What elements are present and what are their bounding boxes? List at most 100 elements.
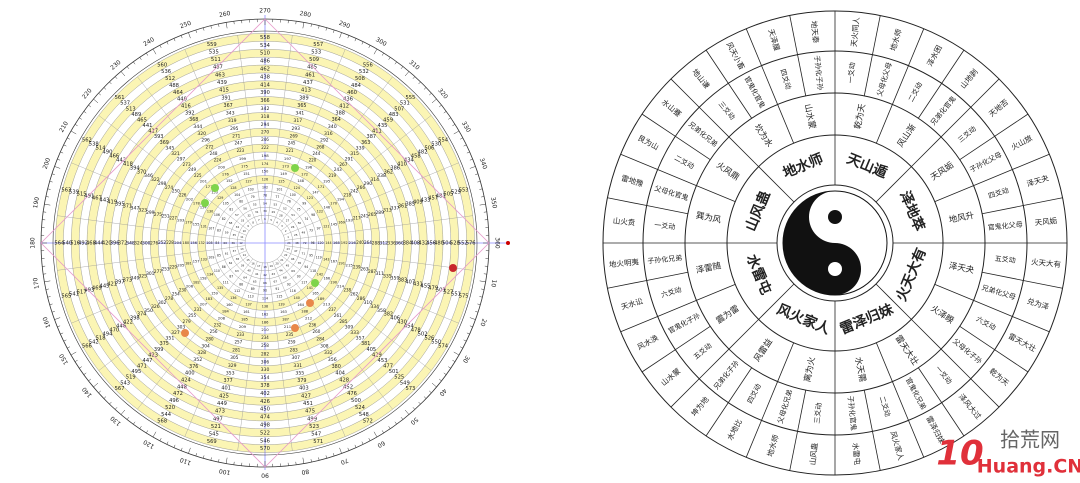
spoke: [283, 162, 459, 236]
divider: [892, 65, 909, 105]
ring-number: 537: [120, 101, 130, 107]
ring-number: 248: [210, 151, 218, 156]
scale-tick: [49, 303, 53, 305]
ring-number: 141: [307, 286, 313, 290]
ring-number: 390: [260, 90, 270, 96]
ring-number: 42: [263, 273, 267, 277]
ring-number: 251: [162, 213, 170, 218]
divider: [675, 326, 711, 351]
scale-tick: [195, 453, 197, 457]
band: [102, 80, 428, 406]
ring-number: 65: [253, 279, 257, 283]
ring-number: 158: [200, 277, 207, 281]
scale-tick: [469, 317, 476, 320]
hexagram-label: 离为火: [802, 355, 818, 383]
scale-tick: [368, 45, 371, 48]
ring-number: 275: [154, 212, 162, 218]
ring-number: 75: [297, 207, 301, 211]
ring-number: 173: [282, 164, 290, 168]
ring-line: [78, 56, 452, 430]
ring-number: 293: [292, 126, 301, 132]
ring-number: 272: [206, 145, 214, 151]
ring-line: [134, 112, 396, 374]
ring-number: 520: [165, 405, 175, 411]
ring-number: 235: [286, 332, 294, 337]
hexagram-label: 父母化父母: [875, 61, 894, 97]
scale-tick: [57, 325, 61, 328]
ring-number: 556: [363, 62, 373, 68]
ring-line: [55, 33, 475, 453]
ring-number: 222: [261, 145, 269, 150]
ring-number: 81: [229, 207, 233, 211]
ring-number: 232: [214, 322, 222, 327]
scale-tick: [361, 441, 364, 445]
ring-number: 560: [157, 62, 167, 68]
ring-number: 524: [355, 405, 366, 411]
ring-number: 316: [324, 131, 333, 137]
divider: [875, 283, 912, 320]
ring-number: 228: [166, 240, 174, 245]
ring-number: 552: [458, 241, 468, 247]
scale-tick: [412, 407, 416, 410]
ring-number: 35: [232, 233, 236, 237]
ring-number: 269: [290, 133, 298, 139]
ring-number: 474: [260, 415, 271, 421]
ring-number: 240: [356, 240, 364, 245]
ring-number: 458: [411, 153, 421, 159]
ring-number: 220: [309, 158, 317, 163]
ring-number: 351: [165, 336, 174, 342]
hexagram-label: 风水涣: [635, 332, 660, 352]
ring-number: 244: [313, 151, 321, 156]
ring-number: 308: [320, 343, 329, 349]
hexagram-label: 风山渐: [895, 122, 919, 150]
divider: [620, 316, 658, 333]
divider: [728, 136, 759, 167]
ring-line: [142, 120, 388, 366]
ring-number: 238: [344, 288, 352, 293]
ring-number: 95: [309, 253, 313, 257]
scale-tick: [466, 332, 470, 335]
ring-number: 555: [405, 95, 415, 101]
ring-number: 162: [262, 312, 269, 316]
ring-number: 280: [206, 336, 214, 342]
scale-tick: [126, 66, 130, 70]
ring-number: 47: [294, 249, 298, 253]
degree-label: 240: [142, 36, 156, 48]
ring-line: [213, 191, 317, 295]
degree-label: 90: [261, 472, 269, 479]
ring-number: 61: [225, 251, 229, 255]
ring-line: [205, 183, 325, 303]
ring-number: 461: [305, 72, 315, 78]
hexagram-label: 山风蛊: [807, 442, 819, 466]
ring-number: 398: [130, 316, 140, 322]
ring-number: 2: [285, 229, 287, 233]
ring-number: 403: [299, 386, 309, 392]
ring-number: 558: [260, 35, 270, 41]
scale-tick: [70, 130, 77, 135]
spoke: [98, 115, 250, 231]
ring-number: 434: [404, 157, 415, 163]
ring-number: 411: [372, 129, 382, 135]
site-domain: Huang.CN: [977, 456, 1080, 478]
ring-number: 144: [325, 241, 331, 245]
degree-label: 70: [339, 456, 349, 465]
ring-number: 540: [62, 241, 72, 247]
ring-number: 143: [323, 257, 329, 261]
ring-number: 59: [225, 231, 229, 235]
ring-number: 385: [405, 202, 415, 208]
ring-number: 290: [364, 181, 373, 187]
ring-number: 150: [262, 170, 269, 174]
ring-number: 125: [278, 180, 284, 184]
ring-number: 547: [311, 432, 321, 438]
ring-number: 399: [154, 347, 164, 353]
hexagram-label: 天水讼: [620, 295, 645, 311]
scale-tick: [188, 32, 191, 39]
ring-number: 420: [102, 241, 112, 247]
ring-number: 564: [54, 241, 65, 247]
hexagram-label: 子孙化官鬼: [846, 395, 858, 431]
divider: [620, 153, 658, 170]
ring-number: 18: [263, 265, 267, 269]
ring-number: 493: [84, 288, 94, 294]
degree-label: 30: [461, 354, 471, 364]
ring-number: 105: [223, 202, 229, 206]
